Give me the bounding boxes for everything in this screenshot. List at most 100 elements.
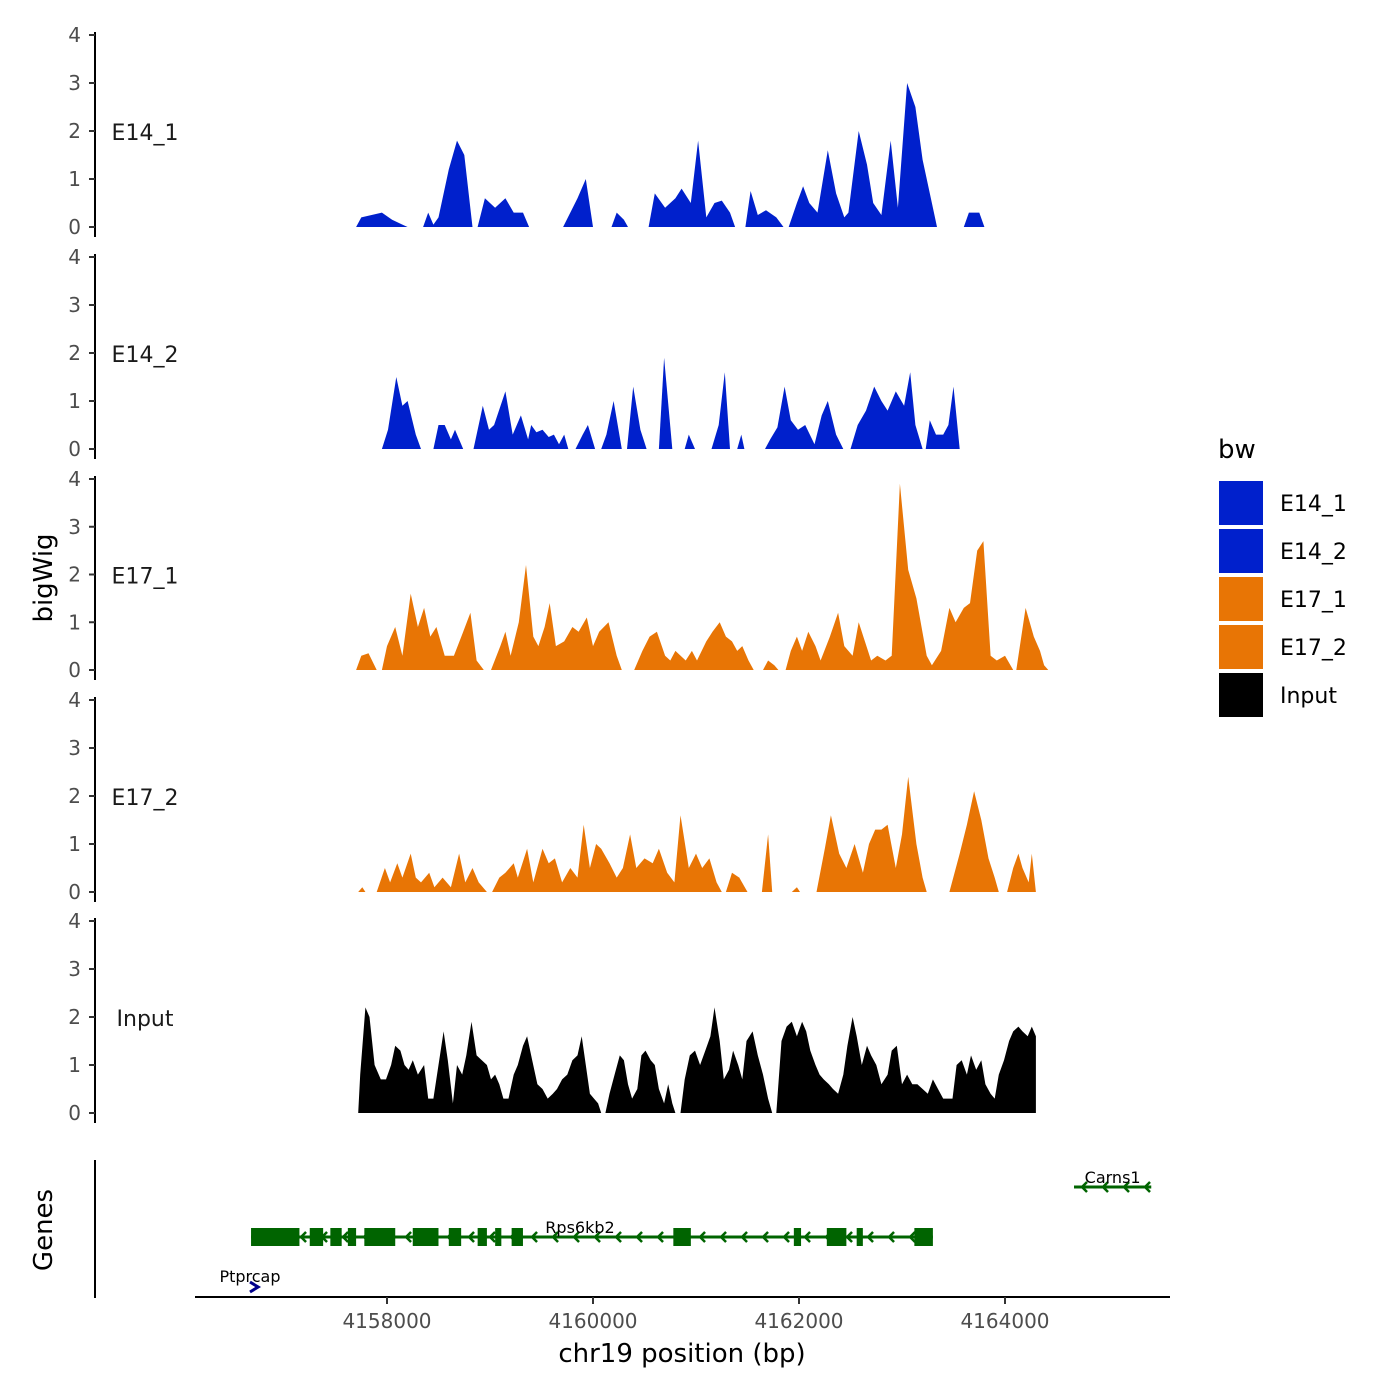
y-tick-label-E14_1-2: 2	[68, 119, 81, 143]
y-axis-title-genes: Genes	[29, 1189, 59, 1271]
gene-strand-arrow-Rps6kb2-21	[698, 1231, 706, 1243]
gene-Ptprcap: Ptprcap	[219, 1267, 281, 1294]
area-E14_1-3	[563, 179, 593, 227]
area-E17_2-6	[816, 776, 927, 892]
y-tick-label-E17_2-2: 2	[68, 784, 81, 808]
gene-exon-Rps6kb2-14	[914, 1228, 933, 1246]
track-label-E17_2: E17_2	[112, 786, 179, 811]
area-E14_1-8	[963, 212, 985, 227]
gene-Rps6kb2: Rps6kb2	[251, 1218, 933, 1246]
area-E14_1-6	[745, 191, 784, 227]
gene-label-Ptprcap: Ptprcap	[219, 1267, 280, 1286]
gene-strand-arrow-Carns1-3	[1143, 1181, 1151, 1193]
gene-strand-arrow-Rps6kb2-28	[845, 1231, 853, 1243]
gene-exon-Rps6kb2-2	[330, 1228, 342, 1246]
gene-strand-arrow-Rps6kb2-14	[551, 1231, 559, 1243]
area-E17_1-6	[1016, 607, 1049, 670]
legend-key-E14_2	[1217, 527, 1265, 575]
area-E14_2-8	[711, 372, 730, 449]
area-E17_2-1	[376, 853, 487, 892]
gene-strand-arrow-Rps6kb2-13	[530, 1231, 538, 1243]
area-E17_1-1	[381, 593, 484, 670]
legend-key-Input	[1217, 671, 1265, 719]
area-E17_2-3	[725, 872, 748, 892]
y-tick-label-E17_1-3: 3	[68, 515, 81, 539]
area-E14_2-4	[601, 401, 622, 449]
area-E14_2-3	[575, 425, 596, 449]
gene-strand-arrow-Rps6kb2-19	[656, 1231, 664, 1243]
legend-label-Input: Input	[1280, 684, 1337, 709]
gene-strand-arrow-Rps6kb2-26	[803, 1231, 811, 1243]
legend-label-E17_2: E17_2	[1280, 636, 1347, 661]
area-E14_1-0	[356, 212, 408, 227]
y-tick-label-Input-4: 4	[68, 909, 81, 933]
gene-exon-Rps6kb2-8	[495, 1228, 502, 1246]
gene-strand-arrow-Rps6kb2-4	[341, 1231, 349, 1243]
gene-strand-arrow-Carns1-2	[1122, 1181, 1130, 1193]
y-tick-label-E17_1-2: 2	[68, 563, 81, 587]
track-label-E14_2: E14_2	[112, 343, 179, 368]
area-E17_1-2	[491, 565, 622, 670]
area-E14_2-5	[627, 386, 647, 449]
track-E14_1: 0 1 2 3 4 E14_1	[68, 23, 985, 239]
area-Input-1	[605, 1050, 676, 1113]
area-E14_2-0	[381, 377, 421, 449]
area-E14_2-7	[684, 434, 695, 449]
area-E14_1-5	[648, 140, 736, 227]
area-E14_2-11	[850, 372, 923, 449]
area-E14_1-1	[423, 140, 473, 227]
legend-label-E17_1: E17_1	[1280, 588, 1347, 613]
area-E17_1-3	[634, 622, 754, 670]
track-label-E17_1: E17_1	[112, 565, 179, 590]
y-tick-label-E17_2-4: 4	[68, 688, 81, 712]
gene-exon-Rps6kb2-7	[477, 1228, 487, 1246]
y-tick-label-E14_1-1: 1	[68, 167, 81, 191]
x-tick-label-4158000: 4158000	[342, 1309, 431, 1333]
gene-label-Rps6kb2: Rps6kb2	[545, 1218, 614, 1237]
area-E17_1-0	[356, 653, 377, 670]
y-tick-label-E17_2-3: 3	[68, 736, 81, 760]
y-tick-label-E14_1-0: 0	[68, 215, 81, 239]
x-tick-label-4160000: 4160000	[548, 1309, 637, 1333]
gene-exon-Rps6kb2-3	[347, 1228, 357, 1246]
y-tick-label-E17_1-1: 1	[68, 610, 81, 634]
track-label-Input: Input	[117, 1007, 174, 1032]
x-tick-label-4164000: 4164000	[960, 1309, 1049, 1333]
gene-exon-Rps6kb2-0	[251, 1228, 300, 1246]
gene-strand-arrow-Rps6kb2-2	[299, 1231, 307, 1243]
track-E17_1: 0 1 2 3 4 E17_1	[68, 467, 1049, 682]
y-tick-label-E17_2-1: 1	[68, 832, 81, 856]
area-E17_2-5	[791, 887, 800, 892]
area-E14_2-1	[433, 425, 464, 449]
gene-track: Carns1 Rps6kb2 Ptprcap	[94, 1160, 1152, 1298]
area-E14_1-2	[477, 198, 530, 227]
track-E14_2: 0 1 2 3 4 E14_2	[68, 245, 960, 461]
area-E17_2-0	[358, 887, 366, 892]
x-axis: 4158000 4160000 4162000 4164000	[195, 1296, 1170, 1333]
area-E14_2-2	[473, 391, 569, 449]
y-tick-label-E17_2-0: 0	[68, 880, 81, 904]
area-E17_2-4	[761, 834, 773, 892]
gene-strand-arrow-Rps6kb2-7	[404, 1231, 412, 1243]
y-tick-label-E14_2-4: 4	[68, 245, 81, 269]
gene-strand-arrow-Rps6kb2-16	[593, 1231, 601, 1243]
gene-strand-arrow-Carns1-1	[1101, 1181, 1109, 1193]
y-tick-label-E14_2-3: 3	[68, 293, 81, 317]
y-tick-label-E14_1-4: 4	[68, 23, 81, 47]
area-E17_2-2	[492, 815, 722, 892]
y-tick-label-E14_2-0: 0	[68, 437, 81, 461]
area-Input-2	[680, 1007, 773, 1113]
area-E14_1-4	[611, 212, 628, 227]
x-tick-label-4162000: 4162000	[754, 1309, 843, 1333]
y-tick-label-E14_2-1: 1	[68, 389, 81, 413]
legend: bw E14_1 E14_2 E17_1 E17_2 Input	[1217, 435, 1347, 719]
gene-strand-arrow-Rps6kb2-10	[467, 1231, 475, 1243]
gene-exon-Rps6kb2-12	[826, 1228, 847, 1246]
y-tick-label-E17_1-0: 0	[68, 658, 81, 682]
gene-exon-Rps6kb2-5	[412, 1228, 439, 1246]
signal-tracks: 0 1 2 3 4 E14_1 0 1 2 3 4 E14_2 0 1 2 3 4 E17_1 0 1 2 3 4 E17_2…	[68, 23, 1049, 1125]
area-E14_1-7	[788, 83, 937, 227]
gene-exon-Rps6kb2-4	[364, 1228, 396, 1246]
gene-strand-arrow-Carns1-0	[1080, 1181, 1088, 1193]
